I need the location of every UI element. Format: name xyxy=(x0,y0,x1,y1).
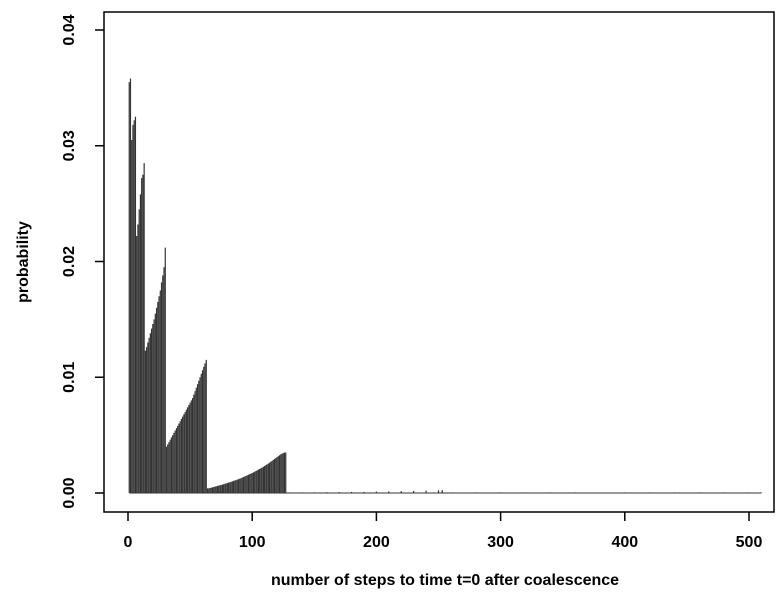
x-tick-label: 0 xyxy=(124,534,133,551)
x-axis: 0 100 200 300 400 500 xyxy=(124,512,763,551)
y-tick-label: 0.01 xyxy=(61,362,78,393)
x-tick-label: 400 xyxy=(611,534,638,551)
bars-group xyxy=(128,78,763,494)
x-tick-label: 500 xyxy=(736,534,763,551)
x-tick-label: 200 xyxy=(363,534,390,551)
x-tick-label: 300 xyxy=(487,534,514,551)
y-axis-label: probability xyxy=(15,221,32,303)
x-tick-label: 100 xyxy=(239,534,266,551)
y-tick-label: 0.04 xyxy=(61,14,78,45)
y-axis: 0.00 0.01 0.02 0.03 0.04 xyxy=(61,14,104,509)
x-axis-label: number of steps to time t=0 after coales… xyxy=(271,572,619,589)
y-tick-label: 0.03 xyxy=(61,130,78,161)
y-tick-label: 0.02 xyxy=(61,246,78,277)
y-tick-label: 0.00 xyxy=(61,477,78,508)
